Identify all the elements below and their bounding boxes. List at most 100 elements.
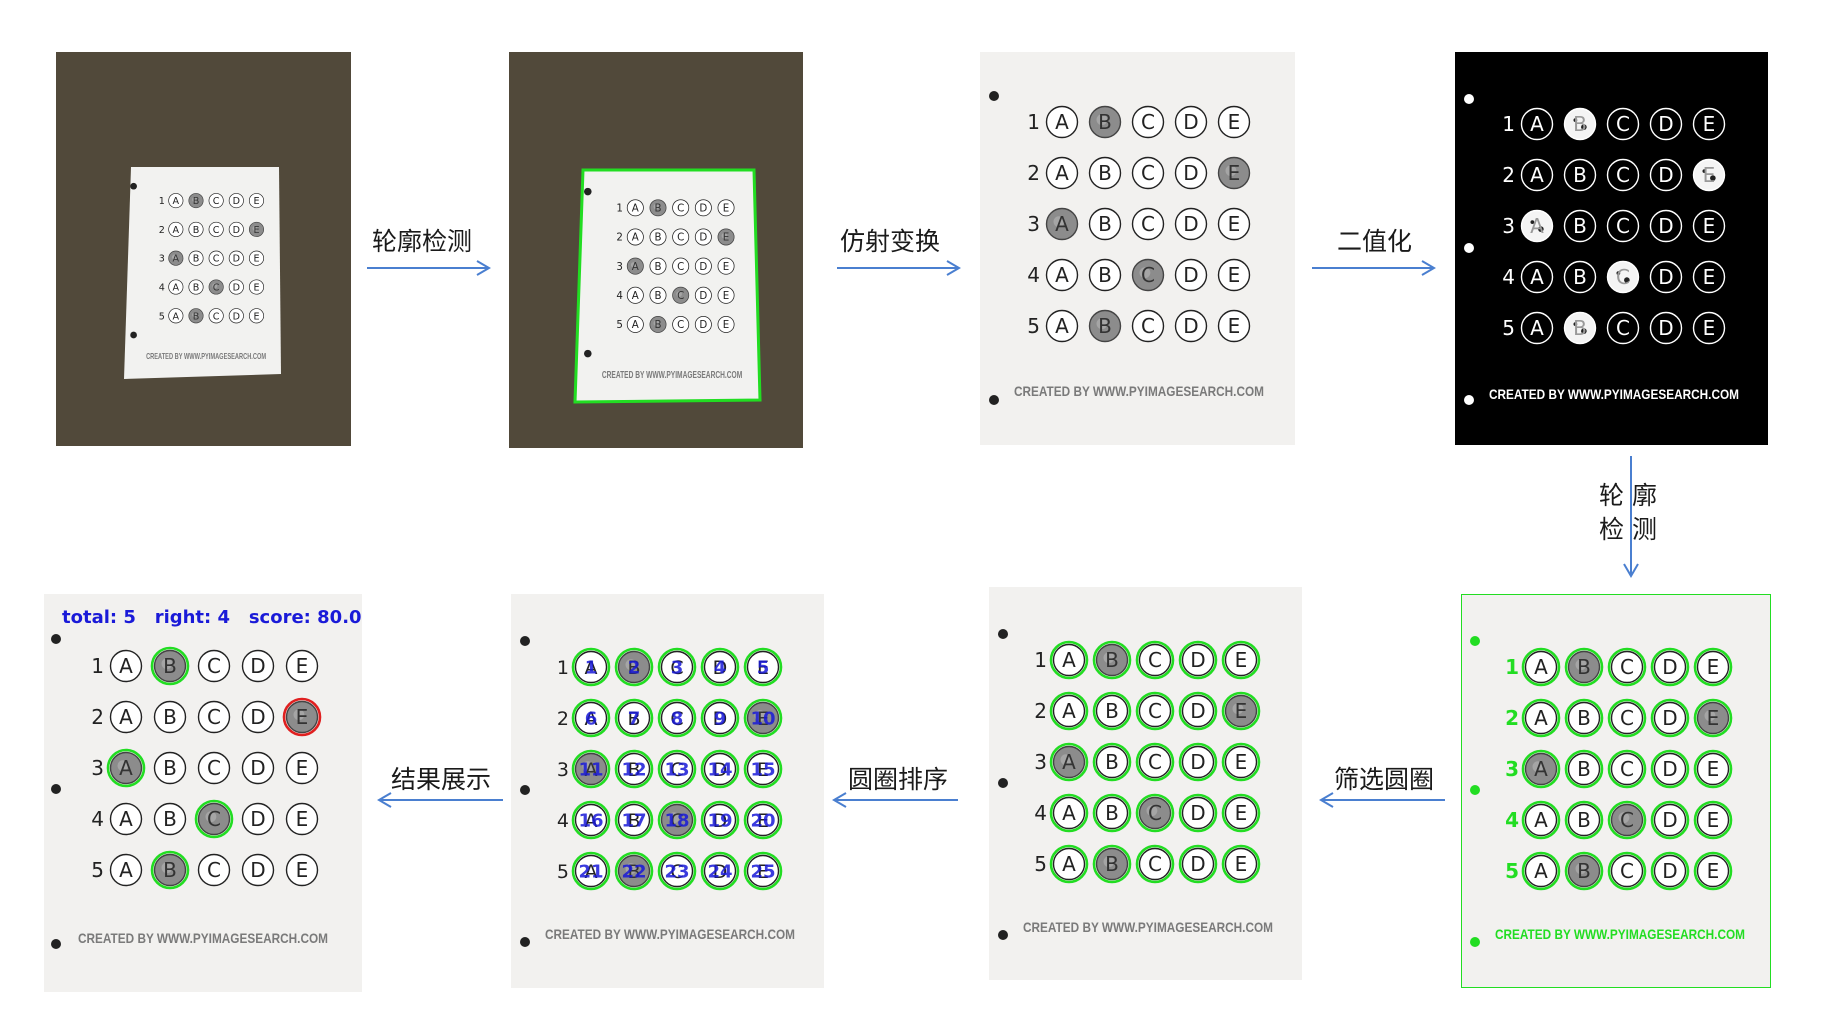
bubble-letter: D (233, 254, 240, 265)
bubble-letter: D (250, 654, 265, 678)
bubble-shade (171, 254, 177, 260)
bubble (1692, 158, 1726, 192)
bubble (1138, 847, 1172, 881)
sort-index: 12 (621, 759, 646, 780)
bubble-letter: D (233, 282, 240, 293)
bubble-letter: C (1616, 265, 1630, 289)
bubble (228, 308, 244, 324)
bubble (1045, 105, 1079, 139)
bubble (1052, 643, 1086, 677)
bubble-letter: B (1098, 212, 1112, 236)
detected-contour (1135, 793, 1175, 833)
bubble-letter: A (1530, 112, 1544, 136)
question-number: 4 (557, 810, 569, 832)
sort-index: 1 (585, 657, 598, 678)
bubble-letter: A (1530, 163, 1544, 187)
question-number: 1 (616, 202, 623, 214)
bubble-letter: B (654, 319, 661, 331)
bubble-shade (625, 863, 637, 875)
paper-outline-contour (573, 168, 762, 404)
panel-result: 1 A B C D E 2 A B C D E 3 A B C D E 4 A B C D E 5 A B C D E CREATED BY… (44, 594, 362, 992)
bubble (717, 257, 735, 275)
bubble (248, 308, 265, 324)
bubble (694, 228, 712, 246)
bubble-letter: B (1105, 699, 1119, 723)
bubble-letter: E (296, 756, 309, 780)
bubble-letter: B (1577, 706, 1591, 730)
bubble-letter: E (757, 861, 769, 883)
bubble-letter: D (250, 705, 265, 729)
bubble-letter: A (119, 705, 133, 729)
detected-contour (1607, 647, 1647, 687)
detected-contour (657, 698, 697, 738)
bubble-letter: C (677, 202, 684, 214)
bubble-letter: B (654, 290, 661, 302)
bubble-letter: D (1658, 316, 1673, 340)
bubble-letter: A (1534, 655, 1548, 679)
bubble (746, 854, 780, 888)
bubble-letter: E (296, 807, 309, 831)
bubble (672, 315, 690, 333)
sort-index: 3 (671, 657, 684, 678)
bubble-letter: D (1662, 706, 1677, 730)
bubble-shade (192, 197, 198, 203)
label-perspective: 仿射变换 (840, 227, 941, 256)
bubble (188, 221, 204, 237)
bubble-letter: C (213, 196, 220, 207)
detected-contour (1092, 640, 1132, 680)
bubble-letter: D (699, 202, 707, 214)
bubble (248, 250, 265, 266)
punch-hole-icon (998, 629, 1008, 639)
bubble-letter: C (1141, 161, 1155, 185)
bubble (617, 752, 651, 786)
bubble-shade (1225, 165, 1237, 177)
bubble-shade (653, 203, 660, 210)
bubble-letter: C (1620, 859, 1634, 883)
bubble-letter: B (1573, 112, 1587, 136)
bubble (1520, 209, 1554, 243)
bubble-letter: B (627, 810, 640, 832)
bubble (649, 257, 667, 275)
bubble-letter: A (1055, 263, 1069, 287)
detected-contour (1178, 793, 1218, 833)
punch-hole-icon (1470, 785, 1480, 795)
bubble-letter: D (713, 861, 728, 883)
punch-hole-icon (520, 636, 530, 646)
bubble-speck (1581, 328, 1587, 334)
sheet-footer: CREATED BY WWW.PYIMAGESEARCH.COM (1014, 383, 1264, 399)
bubble-letter: B (627, 708, 640, 730)
bubble (1653, 650, 1687, 684)
score-score-value: 80.0 (311, 607, 362, 628)
bubble (1095, 796, 1129, 830)
punch-hole-icon (1470, 937, 1480, 947)
bubble-letter: C (1148, 750, 1162, 774)
bubble (1524, 650, 1558, 684)
detected-contour (657, 800, 697, 840)
sort-index: 8 (671, 708, 684, 729)
detected-contour (1607, 851, 1647, 891)
bubble (672, 228, 690, 246)
bubble (1217, 309, 1251, 343)
detected-contour (1049, 640, 1089, 680)
bubble-letter: E (253, 225, 259, 236)
bubble-letter: C (1616, 214, 1630, 238)
bubble-shade (721, 232, 728, 239)
bubble-shade (1618, 812, 1630, 824)
bubble (660, 752, 694, 786)
detected-contour (614, 749, 654, 789)
bubble (168, 193, 184, 209)
punch-hole-icon (1470, 636, 1480, 646)
bubble-letter: E (1707, 859, 1720, 883)
bubble (1095, 745, 1129, 779)
detected-contour (150, 850, 190, 890)
bubble (694, 199, 712, 217)
detected-contour (700, 800, 740, 840)
bubble-letter: E (1228, 314, 1241, 338)
bubble-letter: C (213, 311, 220, 322)
bubble-letter: B (193, 311, 200, 322)
detected-contour (1693, 851, 1733, 891)
bubble-speck (1530, 220, 1535, 224)
bubble-letter: B (1577, 859, 1591, 883)
bubble-letter: D (250, 807, 265, 831)
bubble-letter: E (1707, 808, 1720, 832)
